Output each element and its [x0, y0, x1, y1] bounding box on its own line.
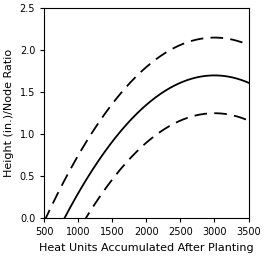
Y-axis label: Height (in.)/Node Ratio: Height (in.)/Node Ratio [4, 49, 14, 177]
X-axis label: Heat Units Accumulated After Planting: Heat Units Accumulated After Planting [39, 243, 254, 253]
